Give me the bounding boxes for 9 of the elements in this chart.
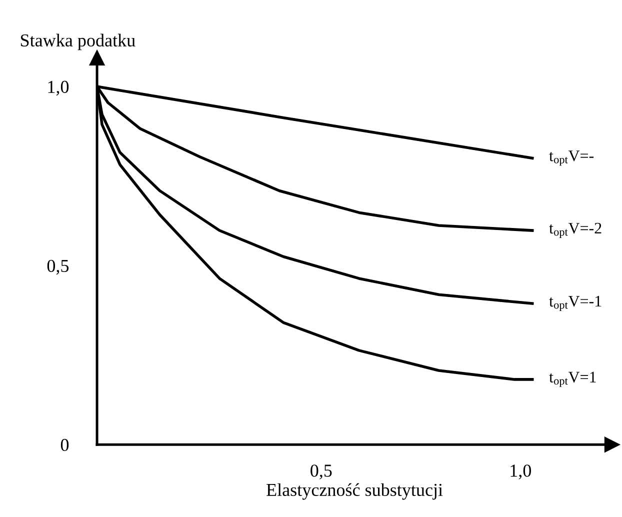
y-tick-label: 1,0 xyxy=(48,80,69,96)
series-label: t$_{opt}$V=1 xyxy=(549,372,596,387)
y-tick-label: 0 xyxy=(60,438,69,452)
x-axis-title: Elastyczność substytucji xyxy=(266,483,443,500)
series-label: t$_{opt}$V=- xyxy=(549,150,594,166)
series-label: t$_{opt}$V=-2 xyxy=(549,222,602,238)
series-label: t$_{opt}$V=-1 xyxy=(549,296,602,311)
y-axis-title: Stawka podatku xyxy=(20,34,136,50)
y-tick-label: 0,5 xyxy=(47,260,69,275)
